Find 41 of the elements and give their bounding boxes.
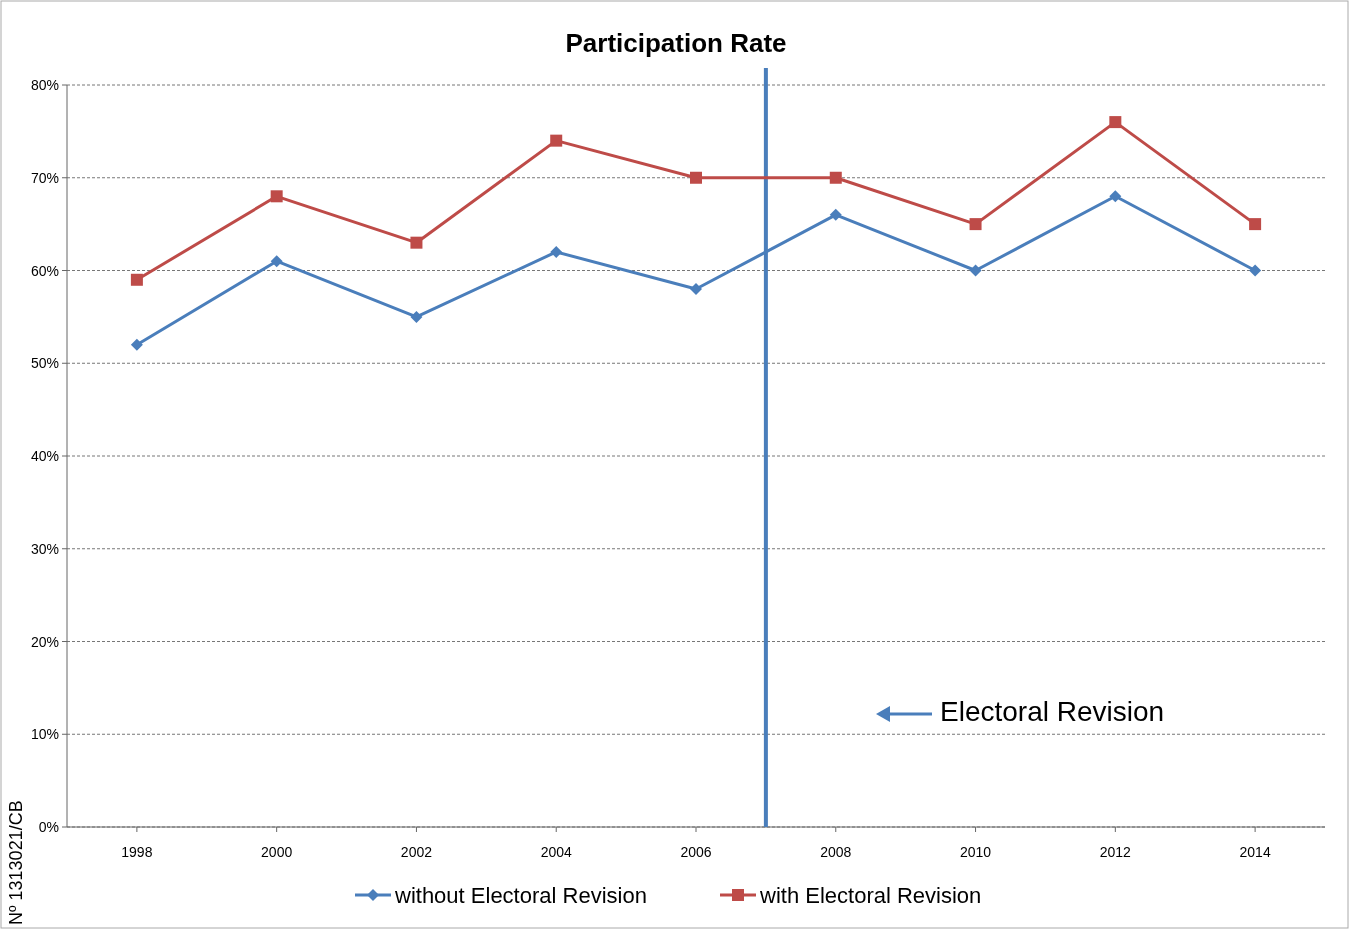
x-tick-label: 1998 [121, 844, 153, 860]
point [829, 171, 842, 184]
y-tick-label: 60% [30, 262, 59, 279]
x-tick-label: 2012 [1099, 844, 1132, 860]
point [829, 208, 842, 221]
point [1249, 218, 1262, 231]
point [130, 273, 143, 286]
legend-label: with Electoral Revision [759, 883, 982, 908]
point [410, 310, 423, 323]
point [969, 218, 982, 231]
point [550, 134, 563, 147]
text: Nº 1313021/CB [6, 800, 26, 925]
x-tick-label: 2000 [261, 844, 293, 860]
point [1109, 116, 1122, 129]
point [550, 245, 563, 258]
y-tick-label: 40% [30, 448, 59, 464]
point [690, 283, 702, 296]
point [410, 236, 423, 249]
legend-label: without Electoral Revision [394, 883, 647, 908]
y-tick-label: 30% [30, 540, 59, 557]
point [969, 264, 982, 277]
y-tick-label: 80% [30, 77, 59, 93]
x-tick-label: 2006 [680, 844, 712, 860]
x-tick-label: 2014 [1239, 844, 1271, 860]
y-tick-label: 20% [30, 633, 59, 650]
x-tick-label: 2010 [959, 844, 992, 860]
annotation: Electoral Revision [940, 696, 1165, 727]
y-tick-label: 0% [38, 819, 59, 835]
x-tick-label: 2004 [540, 844, 572, 860]
point [270, 255, 283, 268]
y-tick-label: 50% [30, 355, 59, 372]
point [130, 338, 143, 351]
point [690, 171, 702, 184]
x-tick-label: 2002 [400, 844, 433, 860]
y-tick-label: 10% [30, 726, 59, 743]
point [270, 190, 283, 203]
point [1109, 190, 1122, 203]
point [1249, 264, 1262, 277]
chart-title: Participation Rate [565, 28, 787, 58]
x-tick-label: 2008 [820, 844, 852, 860]
y-tick-label: 70% [30, 169, 59, 186]
